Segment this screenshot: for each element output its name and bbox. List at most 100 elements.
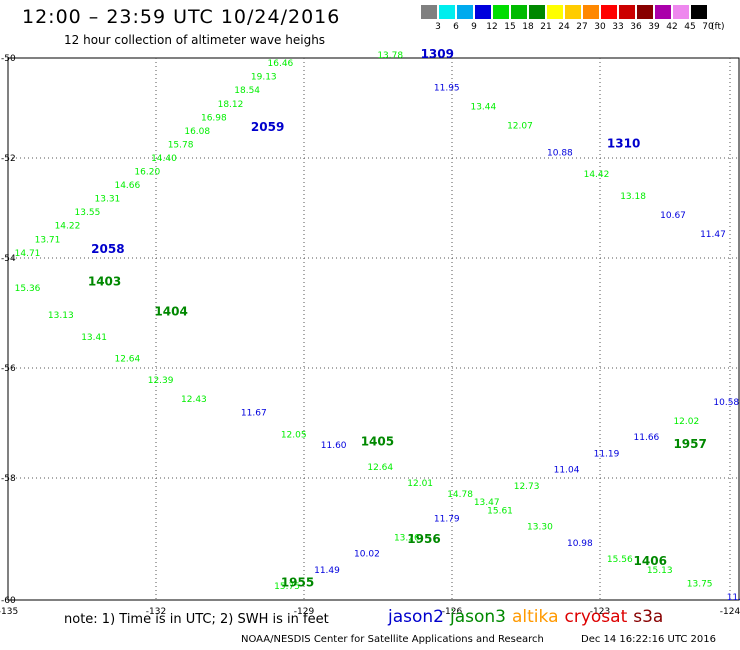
swh-observation: 14.78	[447, 490, 473, 500]
scale-swatch	[565, 5, 581, 19]
swh-observation: 15.13	[647, 566, 673, 576]
y-tick-label: -58	[1, 474, 16, 484]
chart-title: 12:00 – 23:59 UTC 10/24/2016	[22, 6, 341, 28]
scale-label: 33	[612, 22, 624, 32]
satellite-legend-item: cryosat	[564, 607, 628, 627]
scale-label: 18	[522, 22, 534, 32]
swh-observation: 15.36	[15, 284, 41, 294]
swh-observation: 14.40	[151, 154, 177, 164]
swh-observation: 11.79	[434, 514, 460, 524]
scale-label: 24	[558, 22, 570, 32]
pass-label: 1405	[361, 435, 394, 449]
swh-observation: 15.56	[607, 555, 633, 565]
swh-observation: 12.64	[114, 355, 140, 365]
swh-observation: 16.98	[201, 113, 227, 123]
swh-observation: 13.75	[687, 579, 713, 589]
chart-subtitle: 12 hour collection of altimeter wave hei…	[64, 33, 326, 47]
satellite-legend-item: altika	[512, 607, 559, 627]
swh-observation: 10.67	[660, 211, 686, 221]
scale-swatch	[457, 5, 473, 19]
x-tick-label: -124	[720, 607, 740, 617]
scale-swatch	[511, 5, 527, 19]
scale-swatch	[673, 5, 689, 19]
plot-frame	[7, 57, 740, 601]
swh-observation: 11.60	[321, 441, 347, 451]
scale-swatch	[691, 5, 707, 19]
y-tick-label: -56	[1, 364, 16, 374]
swh-observation: 11.19	[594, 449, 620, 459]
x-tick-label: -135	[0, 607, 18, 617]
scale-swatch	[601, 5, 617, 19]
pass-label: 1957	[673, 437, 706, 451]
swh-observation: 11.95	[434, 84, 460, 94]
pass-label: 1955	[281, 575, 314, 589]
swh-observation: 13.71	[35, 235, 61, 245]
scale-unit: (ft)	[711, 22, 725, 32]
swh-observation: 11.81	[727, 593, 740, 603]
swh-observation: 13.44	[470, 102, 496, 112]
pass-label: 1309	[421, 47, 454, 61]
swh-observation: 16.08	[184, 127, 210, 137]
pass-label: 1406	[634, 554, 667, 568]
scale-label: 39	[648, 22, 660, 32]
x-tick-label: -126	[442, 607, 463, 617]
satellite-legend: jason2 jason3 altika cryosat s3a	[388, 607, 669, 627]
swh-observation: 14.22	[55, 222, 81, 232]
scale-label: 42	[666, 22, 678, 32]
scale-swatch	[439, 5, 455, 19]
swh-observation: 13.13	[48, 311, 74, 321]
swh-observation: 12.39	[148, 376, 174, 386]
scale-label: 70	[702, 22, 714, 32]
swh-observation: 14.71	[15, 249, 41, 259]
scale-label: 21	[540, 22, 552, 32]
swh-observation: 15.61	[487, 506, 513, 516]
swh-observation: 13.55	[75, 208, 101, 218]
y-tick-label: -50	[1, 54, 16, 64]
credit-line: NOAA/NESDIS Center for Satellite Applica…	[241, 634, 544, 645]
satellite-legend-item: jason3	[450, 607, 506, 627]
swh-observation: 13.31	[95, 195, 121, 205]
scale-label: 45	[684, 22, 696, 32]
pass-label: 1956	[407, 532, 440, 546]
swh-observation: 13.78	[377, 51, 403, 61]
satellite-legend-item: jason2	[388, 607, 444, 627]
swh-observation: 11.47	[700, 230, 726, 240]
scale-label: 6	[453, 22, 459, 32]
swh-observation: 13.47	[474, 498, 500, 508]
swh-observation: 13.41	[81, 333, 107, 343]
swh-observation: 12.43	[181, 395, 207, 405]
footnote: note: 1) Time is in UTC; 2) SWH is in fe…	[64, 612, 329, 627]
swh-observation: 10.58	[713, 398, 739, 408]
swh-observation: 11.04	[554, 466, 580, 476]
y-tick-label: -60	[1, 596, 16, 606]
swh-observation: 10.02	[354, 550, 380, 560]
swh-observation: 11.67	[241, 409, 267, 419]
x-tick-label: -129	[294, 607, 315, 617]
y-tick-label: -52	[1, 154, 16, 164]
swh-observation: 18.12	[218, 100, 244, 110]
swh-observation: 19.13	[251, 73, 277, 83]
scale-swatch	[529, 5, 545, 19]
swh-observation: 14.42	[584, 170, 610, 180]
swh-observation: 12.01	[407, 479, 433, 489]
swh-observation: 15.78	[168, 140, 194, 150]
swh-observation: 12.73	[514, 482, 540, 492]
swh-observation: 12.07	[507, 121, 533, 131]
scale-label: 3	[435, 22, 441, 32]
swh-observation: 10.98	[567, 539, 593, 549]
generated-timestamp: Dec 14 16:22:16 UTC 2016	[581, 634, 716, 645]
scale-swatch	[655, 5, 671, 19]
pass-label: 1404	[154, 304, 187, 318]
scale-swatch	[583, 5, 599, 19]
swh-observation: 18.54	[234, 86, 260, 96]
swh-observation: 12.64	[367, 463, 393, 473]
swh-observation: 10.88	[547, 149, 573, 159]
scale-label: 9	[471, 22, 477, 32]
scale-swatch	[475, 5, 491, 19]
swh-observation: 15.75	[274, 582, 300, 592]
scale-swatch	[493, 5, 509, 19]
scale-label: 12	[486, 22, 498, 32]
y-tick-label: -54	[1, 254, 16, 264]
pass-label: 2058	[91, 242, 124, 256]
swh-observation: 11.66	[634, 433, 660, 443]
